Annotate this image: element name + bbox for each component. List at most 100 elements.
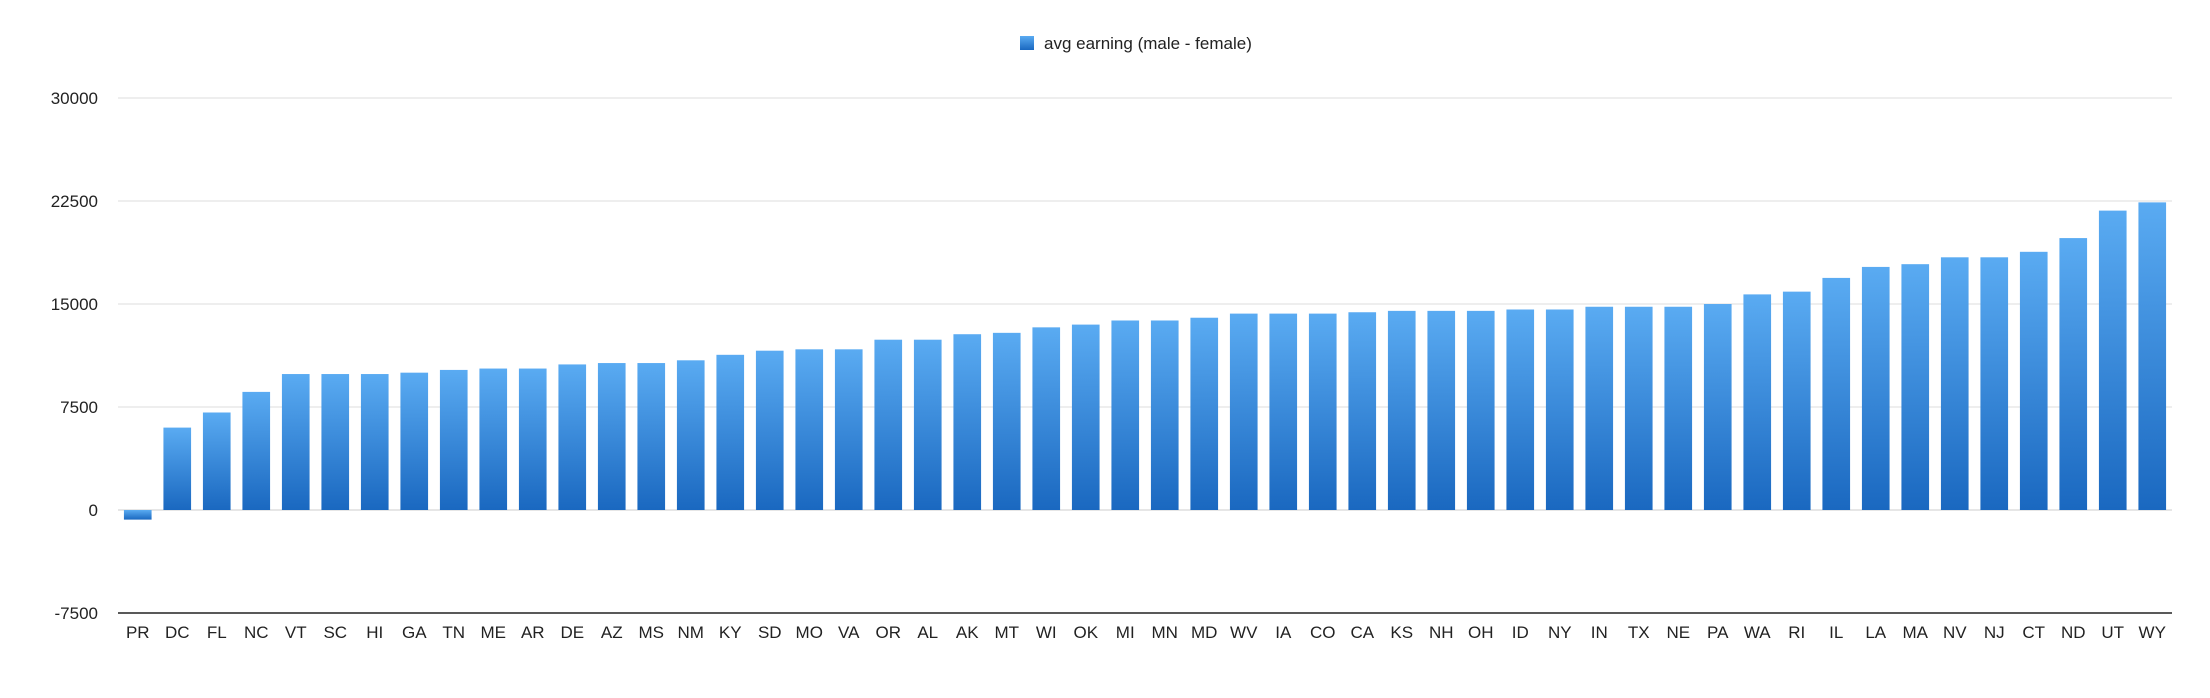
bar-ct xyxy=(2019,251,2048,510)
bar-de xyxy=(558,364,587,510)
x-tick-label: MS xyxy=(639,623,665,642)
bar-al xyxy=(913,339,942,510)
bar-md xyxy=(1190,317,1219,510)
bar-fl xyxy=(202,412,231,510)
x-tick-label: DE xyxy=(560,623,584,642)
x-tick-label: PA xyxy=(1707,623,1729,642)
x-tick-label: TX xyxy=(1628,623,1650,642)
x-tick-label: WV xyxy=(1230,623,1258,642)
bar-oh xyxy=(1466,310,1495,510)
x-tick-label: NY xyxy=(1548,623,1572,642)
x-tick-label: DC xyxy=(165,623,190,642)
x-tick-label: AZ xyxy=(601,623,623,642)
bar-co xyxy=(1308,313,1337,510)
bar-tx xyxy=(1624,306,1653,510)
bar-wv xyxy=(1229,313,1258,510)
bar-nm xyxy=(676,360,705,510)
y-tick-label: 0 xyxy=(89,501,98,520)
x-tick-label: CO xyxy=(1310,623,1336,642)
y-tick-label: 15000 xyxy=(51,295,98,314)
x-tick-label: KY xyxy=(719,623,742,642)
x-tick-label: NJ xyxy=(1984,623,2005,642)
x-tick-label: PR xyxy=(126,623,150,642)
x-tick-label: FL xyxy=(207,623,227,642)
x-tick-label: GA xyxy=(402,623,427,642)
bar-wa xyxy=(1743,294,1772,510)
x-tick-label: MO xyxy=(796,623,823,642)
bar-dc xyxy=(163,427,192,510)
bar-az xyxy=(597,363,626,510)
bars xyxy=(123,202,2167,520)
bar-ky xyxy=(716,354,745,510)
bar-nh xyxy=(1427,310,1456,510)
x-tick-label: WI xyxy=(1036,623,1057,642)
bar-ok xyxy=(1071,324,1100,510)
x-tick-label: NH xyxy=(1429,623,1454,642)
bar-sd xyxy=(755,350,784,510)
y-tick-label: -7500 xyxy=(55,604,98,623)
x-axis-labels: PR DC FL NC VT SC HI GA TN ME AR DE AZ MS NM KY SD MO VA OR… xyxy=(126,623,2166,642)
x-tick-label: IL xyxy=(1829,623,1843,642)
x-tick-label: UT xyxy=(2101,623,2124,642)
bar-mi xyxy=(1111,320,1140,510)
y-tick-label: 30000 xyxy=(51,89,98,108)
bar-ut xyxy=(2098,210,2127,510)
bar-ca xyxy=(1348,312,1377,510)
y-tick-label: 7500 xyxy=(60,398,98,417)
bar-mn xyxy=(1150,320,1179,510)
x-tick-label: NC xyxy=(244,623,269,642)
bar-ga xyxy=(400,372,429,510)
x-tick-label: MT xyxy=(994,623,1019,642)
bar-nc xyxy=(242,391,271,510)
x-tick-label: WA xyxy=(1744,623,1771,642)
x-tick-label: IN xyxy=(1591,623,1608,642)
bar-ak xyxy=(953,334,982,510)
bar-nv xyxy=(1940,257,1969,510)
x-tick-label: NV xyxy=(1943,623,1967,642)
x-tick-label: CA xyxy=(1350,623,1374,642)
x-tick-label: KS xyxy=(1390,623,1413,642)
x-tick-label: RI xyxy=(1788,623,1805,642)
bar-ms xyxy=(637,363,666,510)
bar-sc xyxy=(321,374,350,510)
bar-ne xyxy=(1664,306,1693,510)
x-tick-label: ND xyxy=(2061,623,2086,642)
bar-va xyxy=(834,349,863,510)
x-tick-label: IA xyxy=(1275,623,1292,642)
x-tick-label: MD xyxy=(1191,623,1217,642)
bar-mt xyxy=(992,332,1021,510)
bar-pr xyxy=(123,510,152,520)
bar-il xyxy=(1822,277,1851,510)
x-tick-label: OH xyxy=(1468,623,1494,642)
bar-nd xyxy=(2059,238,2088,510)
x-tick-label: VA xyxy=(838,623,860,642)
bar-or xyxy=(874,339,903,510)
y-axis-ticks: 30000 22500 15000 7500 0 -7500 xyxy=(51,89,98,623)
x-tick-label: VT xyxy=(285,623,307,642)
bar-vt xyxy=(281,374,310,510)
x-tick-label: OK xyxy=(1073,623,1098,642)
bar-ma xyxy=(1901,264,1930,510)
bar-pa xyxy=(1703,304,1732,510)
x-tick-label: LA xyxy=(1865,623,1886,642)
bar-tn xyxy=(439,369,468,510)
x-tick-label: CT xyxy=(2022,623,2045,642)
bar-nj xyxy=(1980,257,2009,510)
y-tick-label: 22500 xyxy=(51,192,98,211)
bar-ny xyxy=(1545,309,1574,510)
x-tick-label: MA xyxy=(1903,623,1929,642)
bar-wi xyxy=(1032,327,1061,510)
x-tick-label: WY xyxy=(2139,623,2166,642)
x-tick-label: SD xyxy=(758,623,782,642)
bar-ri xyxy=(1782,291,1811,510)
bar-ar xyxy=(518,368,547,510)
x-tick-label: AK xyxy=(956,623,979,642)
x-tick-label: HI xyxy=(366,623,383,642)
bar-me xyxy=(479,368,508,510)
x-tick-label: AL xyxy=(917,623,938,642)
bar-mo xyxy=(795,349,824,510)
x-tick-label: ID xyxy=(1512,623,1529,642)
x-tick-label: OR xyxy=(876,623,902,642)
bar-ks xyxy=(1387,310,1416,510)
